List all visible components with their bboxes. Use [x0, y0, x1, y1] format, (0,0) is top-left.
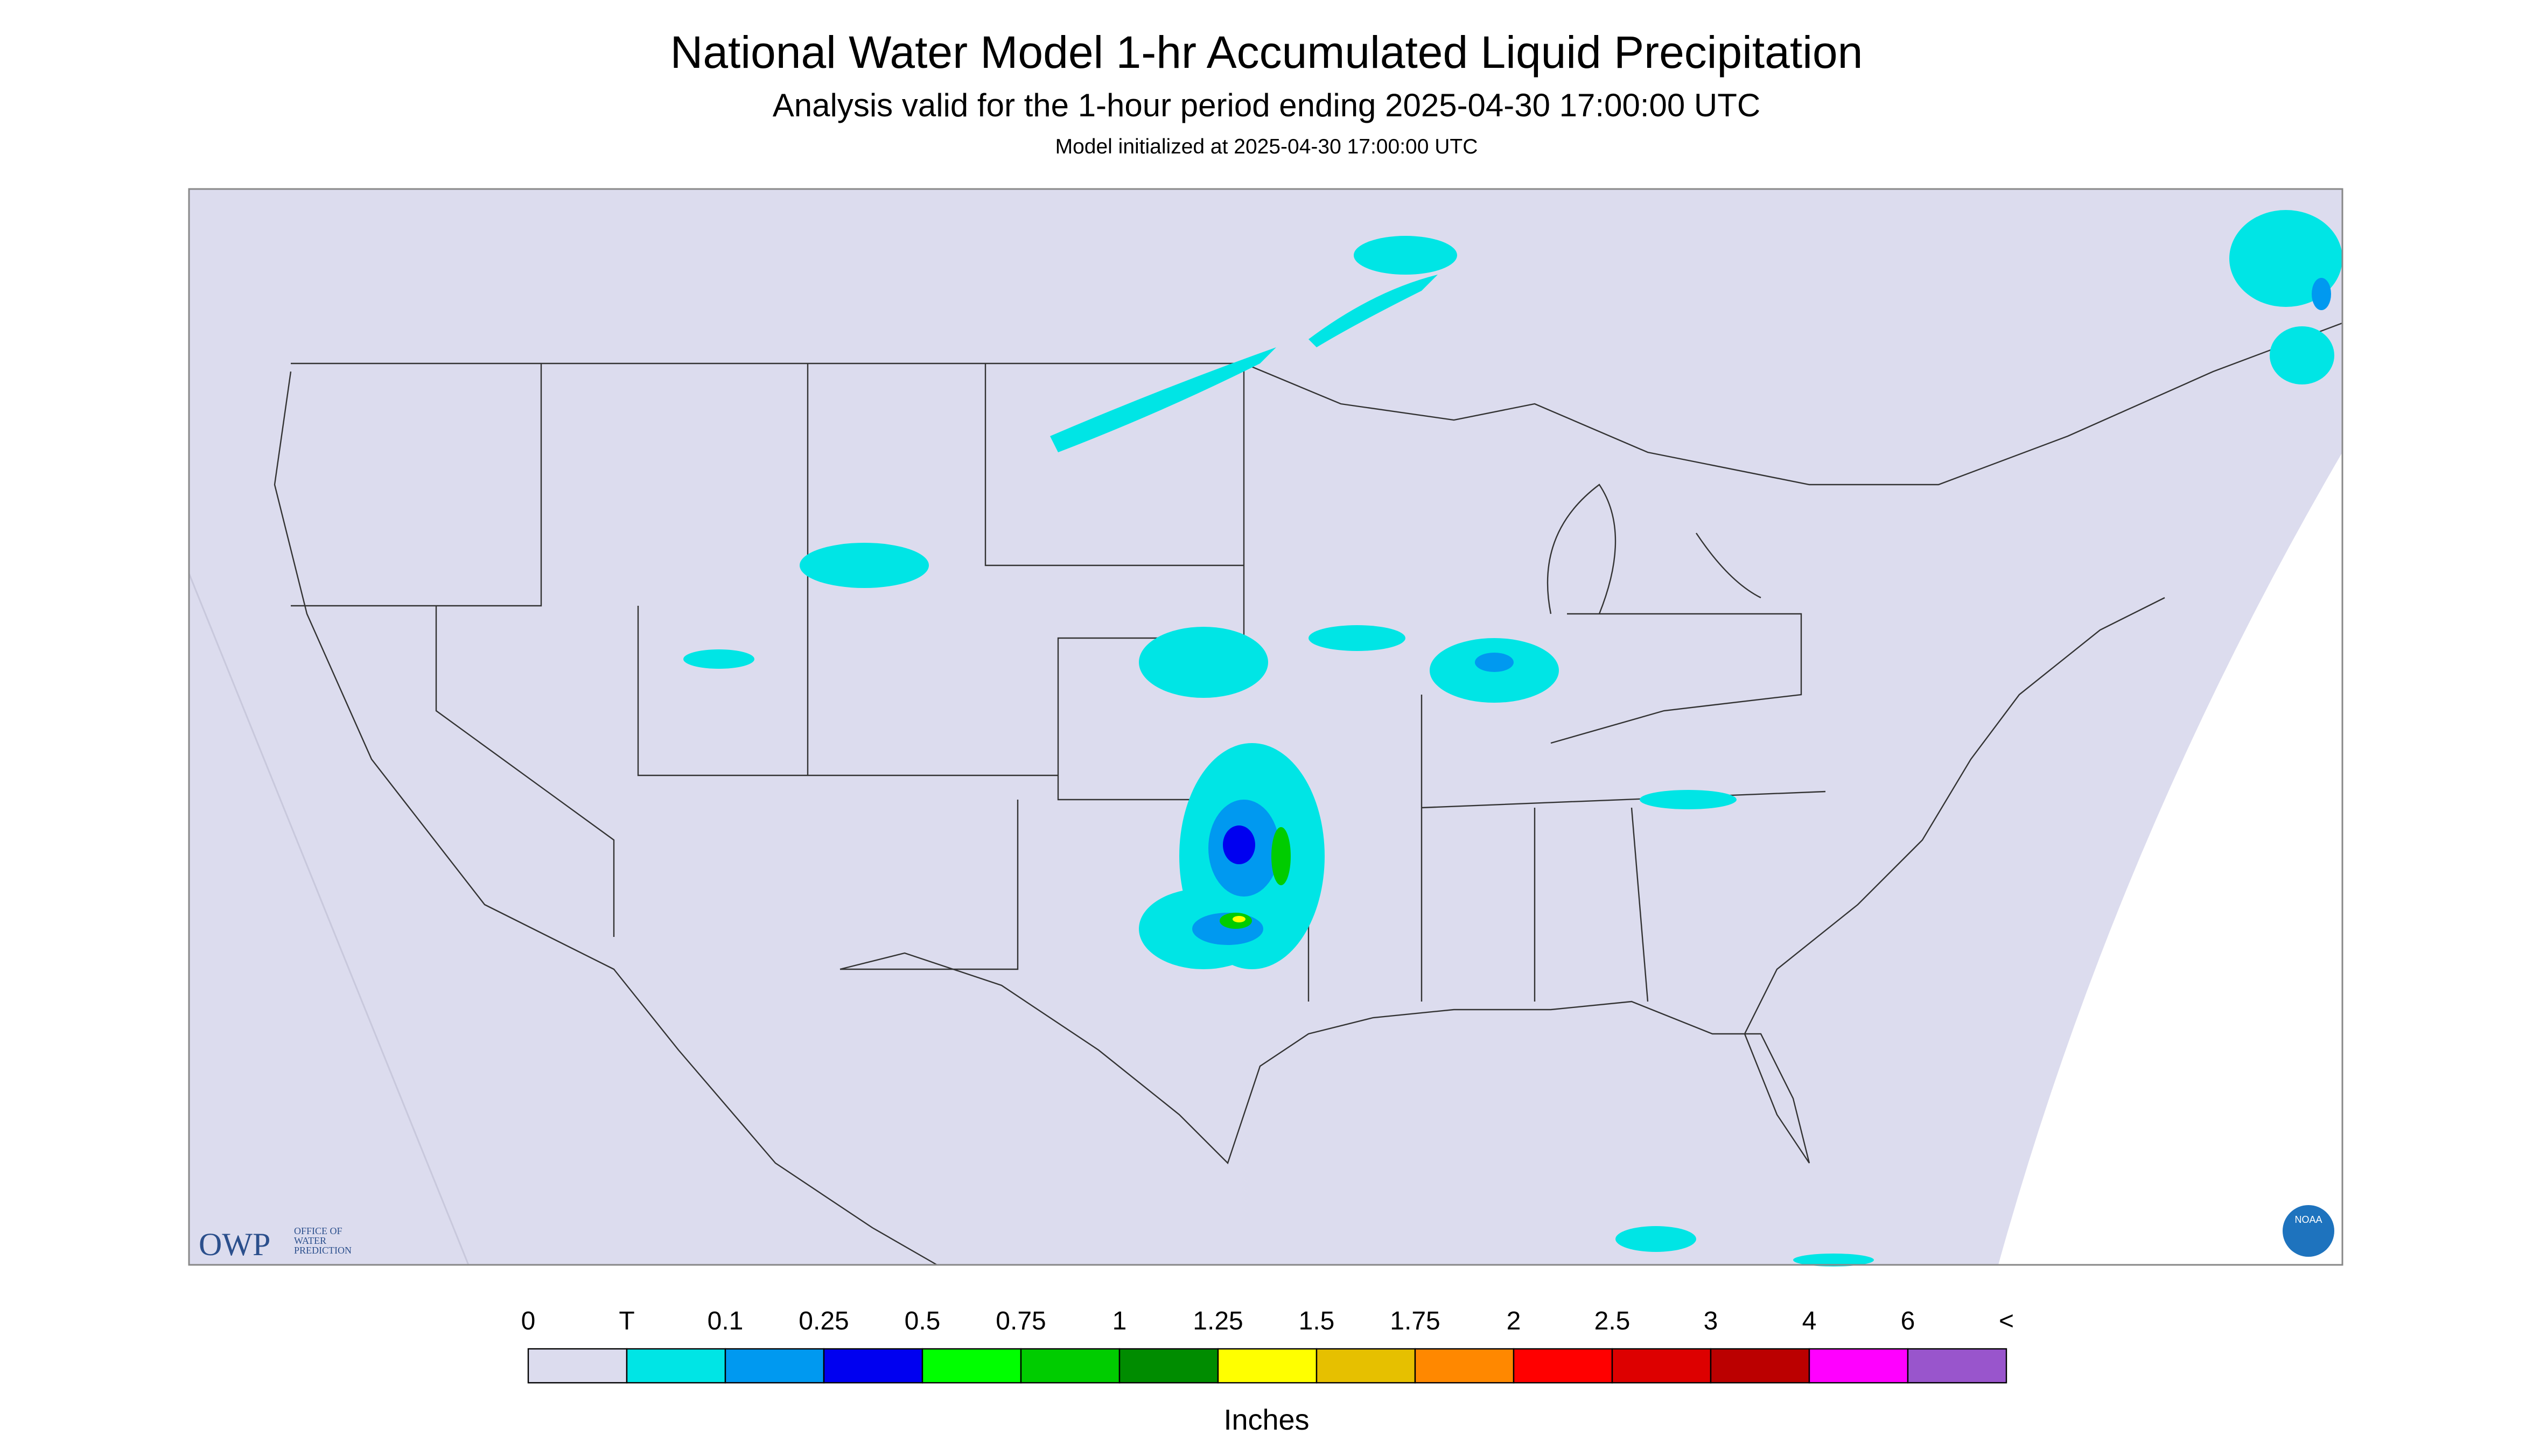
legend-label: 0.5: [905, 1307, 941, 1335]
legend-swatch: [1118, 1348, 1219, 1384]
legend-unit: Inches: [1223, 1404, 1309, 1436]
legend-swatch: [626, 1348, 726, 1384]
legend-label: T: [619, 1307, 634, 1335]
legend-swatch: [724, 1348, 825, 1384]
legend-label: 2: [1507, 1307, 1521, 1335]
legend-label: 0.25: [799, 1307, 849, 1335]
legend-swatch: [1217, 1348, 1318, 1384]
outside-domain: [1998, 452, 2342, 1265]
owp-logo-text: PREDICTION: [294, 1245, 352, 1256]
legend-label: 4: [1802, 1307, 1817, 1335]
legend-swatch: [1414, 1348, 1515, 1384]
legend: 0 T 0.1 0.25 0.5 0.75 1 1.25 1.5 1.75 2 2.5 3 4 6 <: [521, 1307, 2014, 1384]
legend-swatch: [1907, 1348, 2007, 1384]
legend-label: 1.5: [1299, 1307, 1335, 1335]
legend-label: 1: [1112, 1307, 1127, 1335]
legend-label: 0.75: [996, 1307, 1046, 1335]
precip-heavy: [1192, 278, 2331, 946]
boundaries: [274, 322, 2343, 1266]
noaa-logo-text: NOAA: [2294, 1214, 2322, 1225]
legend-swatch: [1808, 1348, 1909, 1384]
map-background: [189, 189, 2342, 1265]
legend-swatch: [1710, 1348, 1810, 1384]
legend-swatch: [823, 1348, 923, 1384]
map: OWP OFFICE OF WATER PREDICTION NOAA: [188, 188, 2343, 1267]
owp-logo-text: WATER: [294, 1235, 326, 1246]
legend-label: 0: [521, 1307, 536, 1335]
map-frame: [188, 188, 2343, 1266]
legend-label: 0.1: [708, 1307, 744, 1335]
init-time: Model initialized at 2025-04-30 17:00:00…: [1055, 135, 1478, 158]
legend-swatch: [1513, 1348, 1613, 1384]
legend-label: 3: [1704, 1307, 1718, 1335]
legend-swatch: [1611, 1348, 1712, 1384]
title: National Water Model 1-hr Accumulated Li…: [670, 27, 1863, 78]
legend-swatch: [921, 1348, 1022, 1384]
domain-edge: [188, 573, 470, 1265]
legend-swatch: [527, 1348, 628, 1384]
legend-label: 6: [1901, 1307, 1915, 1335]
legend-swatch: [1020, 1348, 1121, 1384]
legend-swatch: [1316, 1348, 1416, 1384]
noaa-logo: [2283, 1205, 2334, 1257]
legend-label: 1.75: [1390, 1307, 1440, 1335]
subtitle: Analysis valid for the 1-hour period end…: [773, 87, 1760, 123]
owp-logo-text: OFFICE OF: [294, 1226, 342, 1236]
legend-label: <: [1999, 1307, 2014, 1335]
legend-label: 1.25: [1193, 1307, 1243, 1335]
precip-trace: [683, 210, 2342, 1267]
legend-label: 2.5: [1594, 1307, 1631, 1335]
owp-logo: OWP: [199, 1227, 270, 1262]
